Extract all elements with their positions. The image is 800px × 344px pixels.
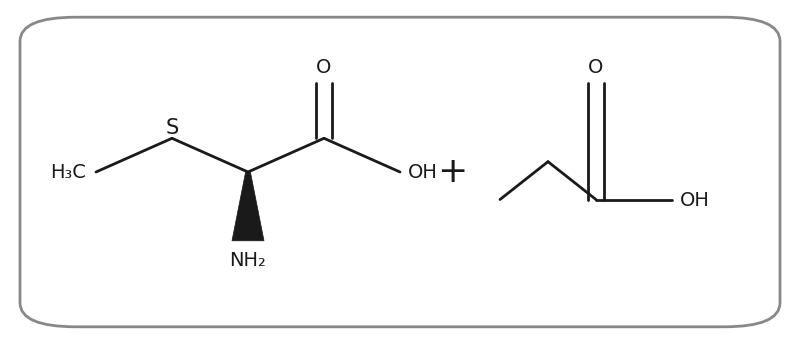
Polygon shape (232, 172, 264, 241)
Text: +: + (437, 155, 467, 189)
Text: OH: OH (680, 191, 710, 210)
Text: S: S (166, 118, 178, 138)
Text: NH₂: NH₂ (230, 251, 266, 270)
Text: O: O (588, 58, 604, 77)
Text: H₃C: H₃C (50, 162, 86, 182)
Text: O: O (316, 58, 332, 77)
FancyBboxPatch shape (20, 17, 780, 327)
Text: OH: OH (408, 163, 438, 182)
